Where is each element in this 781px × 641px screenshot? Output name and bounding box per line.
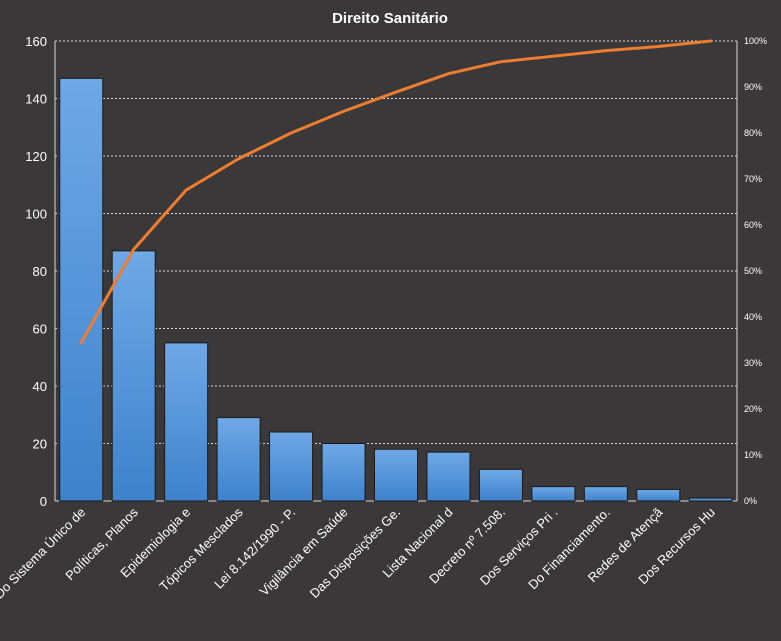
grid-layer xyxy=(54,40,738,502)
y-axis-tick-label: 0 xyxy=(40,494,47,509)
y2-axis-tick-label: 20% xyxy=(744,404,762,414)
category-label: Das Disposições Ge. xyxy=(307,505,403,601)
y-axis-tick-label: 60 xyxy=(33,322,47,337)
bar xyxy=(269,431,314,502)
y-axis-tick-label: 100 xyxy=(25,207,47,222)
bar xyxy=(321,443,366,502)
bar xyxy=(636,489,681,502)
left-axis-ticks: 0 20 40 60 80 100 120 140 160 xyxy=(25,34,47,509)
bar xyxy=(111,250,156,502)
y2-axis-tick-label: 80% xyxy=(744,128,762,138)
y2-axis-tick-label: 40% xyxy=(744,312,762,322)
y-axis-tick-label: 80 xyxy=(33,264,47,279)
y-axis-tick-label: 120 xyxy=(25,149,47,164)
bar xyxy=(426,451,471,502)
y-axis-tick-label: 20 xyxy=(33,437,47,452)
y-axis-tick-label: 140 xyxy=(25,92,47,107)
y2-axis-tick-label: 0% xyxy=(744,496,757,506)
y2-axis-tick-label: 100% xyxy=(744,36,767,46)
bar-layer xyxy=(59,77,733,502)
bar xyxy=(373,448,419,502)
y2-axis-tick-label: 60% xyxy=(744,220,762,230)
category-label: Vigilância em Saúde xyxy=(256,505,350,599)
category-label: Do Sistema Único de xyxy=(0,505,88,602)
y2-axis-tick-label: 30% xyxy=(744,358,762,368)
bar xyxy=(164,342,209,502)
bar xyxy=(688,497,733,502)
y2-axis-tick-label: 10% xyxy=(744,450,762,460)
y2-axis-tick-label: 70% xyxy=(744,174,762,184)
y2-axis-tick-label: 50% xyxy=(744,266,762,276)
cumulative-line-layer xyxy=(79,39,713,345)
bar xyxy=(59,77,104,502)
bar xyxy=(478,468,523,502)
y-axis-tick-label: 40 xyxy=(33,379,47,394)
chart-title: Direito Sanitário xyxy=(332,10,448,27)
y-axis-tick-label: 160 xyxy=(25,34,47,49)
bar xyxy=(216,417,261,502)
cumulative-percent-line xyxy=(79,39,713,345)
bar xyxy=(531,486,576,502)
bar xyxy=(583,486,628,502)
right-axis-ticks: 0% 10% 20% 30% 40% 50% 60% 70% 80% 90% 100% xyxy=(744,36,767,506)
y2-axis-tick-label: 90% xyxy=(744,82,762,92)
